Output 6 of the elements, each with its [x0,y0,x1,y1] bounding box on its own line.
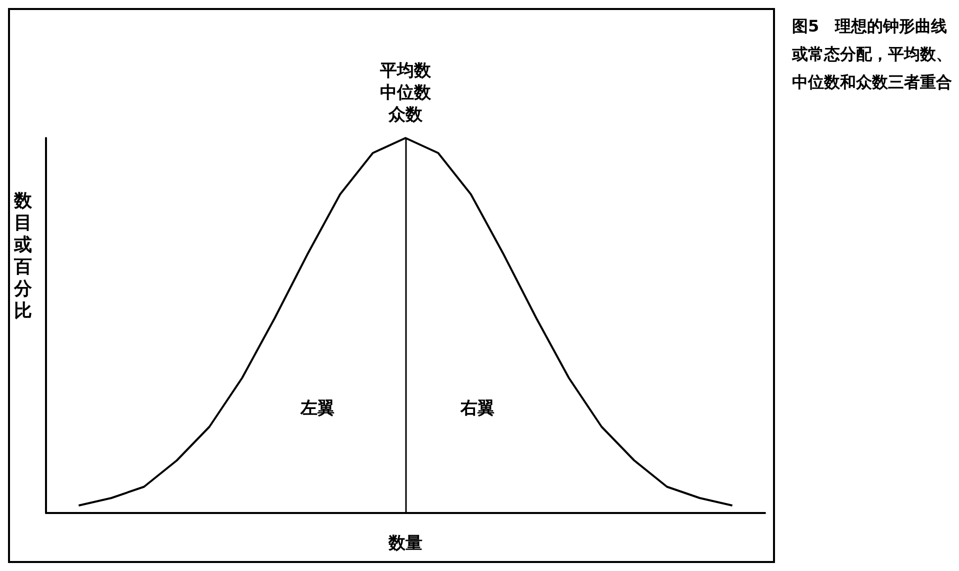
x-axis-title: 数量 [388,534,422,554]
y-axis-title: 数目或百分比 [13,190,33,322]
caption: 图5 理想的钟形曲线或常态分配，平均数、中位数和众数三者重合 [791,16,952,92]
annotation: 右翼 [460,398,494,418]
annotation: 左翼 [300,398,334,418]
text: 平均数中位数众数 [380,61,431,125]
